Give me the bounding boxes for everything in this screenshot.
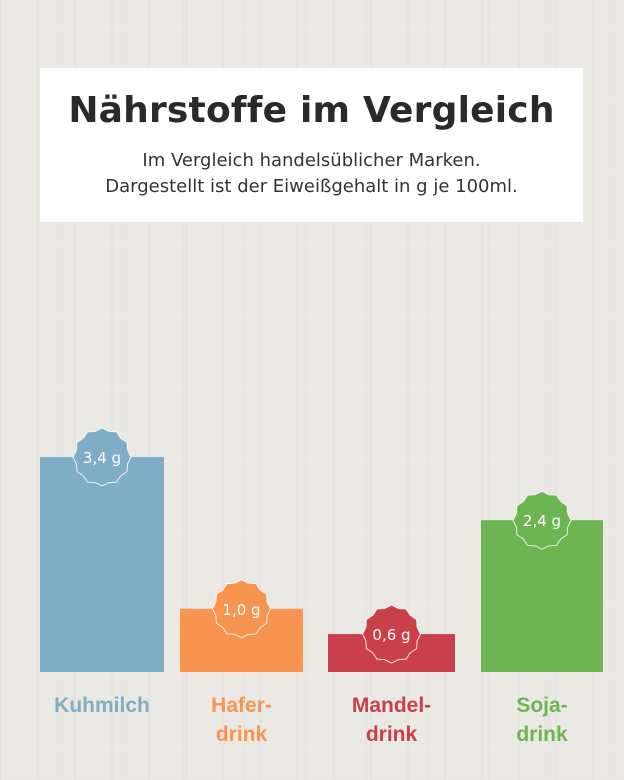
category-label-sojadrink: Soja-drink [462,691,622,749]
title-card: Nährstoffe im Vergleich Im Vergleich han… [40,68,583,222]
category-label-line: drink [215,723,268,746]
value-label-sojadrink: 2,4 g [523,512,561,530]
bar-kuhmilch [40,457,164,672]
category-label-line: Soja- [516,694,568,717]
value-badge-haferdrink [211,579,272,639]
category-label-line: drink [365,723,418,746]
category-label-kuhmilch: Kuhmilch [22,691,182,720]
category-label-line: drink [516,723,568,746]
value-badge-mandeldrink [361,604,422,664]
value-badge-kuhmilch [72,427,132,487]
category-label-mandeldrink: Mandel-drink [312,691,472,749]
value-label-haferdrink: 1,0 g [222,601,260,619]
category-label-haferdrink: Hafer-drink [162,691,322,749]
page-title: Nährstoffe im Vergleich [68,90,555,131]
subtitle-line-1: Im Vergleich handelsüblicher Marken. [142,150,481,171]
category-label-line: Hafer- [211,694,272,717]
value-label-kuhmilch: 3,4 g [83,449,121,467]
subtitle-line-2: Dargestellt ist der Eiweißgehalt in g je… [105,176,518,197]
value-badge-sojadrink [512,490,572,550]
value-label-mandeldrink: 0,6 g [372,626,410,644]
category-label-line: Kuhmilch [54,694,150,717]
category-label-line: Mandel- [351,694,432,717]
